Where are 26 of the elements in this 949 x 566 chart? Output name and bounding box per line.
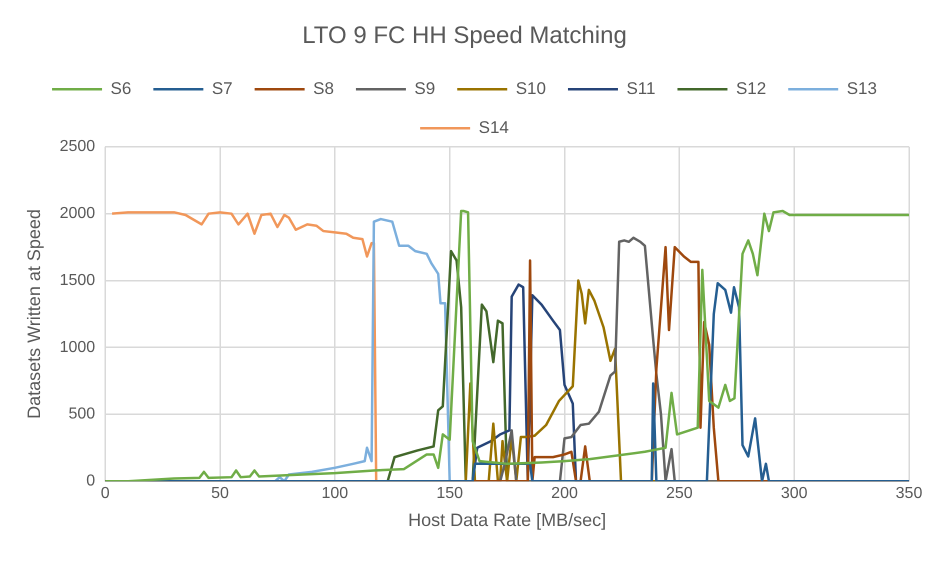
chart-title: LTO 9 FC HH Speed Matching <box>302 22 627 50</box>
x-tick-label: 50 <box>211 485 230 502</box>
x-tick-label: 200 <box>551 485 578 502</box>
y-tick-label: 1000 <box>60 338 96 356</box>
legend-label: S12 <box>736 78 766 98</box>
legend-label: S13 <box>846 78 877 98</box>
x-tick-label: 250 <box>666 485 693 502</box>
y-tick-label: 2500 <box>60 138 96 156</box>
legend-label: S9 <box>414 78 436 98</box>
legend-label: S14 <box>478 118 509 137</box>
legend-label: S11 <box>626 78 656 98</box>
legend-label: S8 <box>313 78 334 98</box>
x-tick-label: 150 <box>436 485 464 502</box>
x-tick-label: 100 <box>322 485 348 502</box>
x-tick-label: 350 <box>896 485 922 502</box>
legend-label: S10 <box>516 78 546 98</box>
y-tick-label: 1500 <box>60 272 96 289</box>
y-axis-title: Datasets Written at Speed <box>24 209 44 419</box>
legend-label: S6 <box>110 78 132 98</box>
x-tick-label: 300 <box>780 485 808 502</box>
y-tick-label: 500 <box>68 406 96 423</box>
y-tick-label: 0 <box>86 472 96 490</box>
x-axis-title: Host Data Rate [MB/sec] <box>408 510 606 530</box>
y-tick-label: 2000 <box>60 205 96 222</box>
x-tick-label: 0 <box>100 485 110 502</box>
legend-label: S7 <box>212 78 233 98</box>
